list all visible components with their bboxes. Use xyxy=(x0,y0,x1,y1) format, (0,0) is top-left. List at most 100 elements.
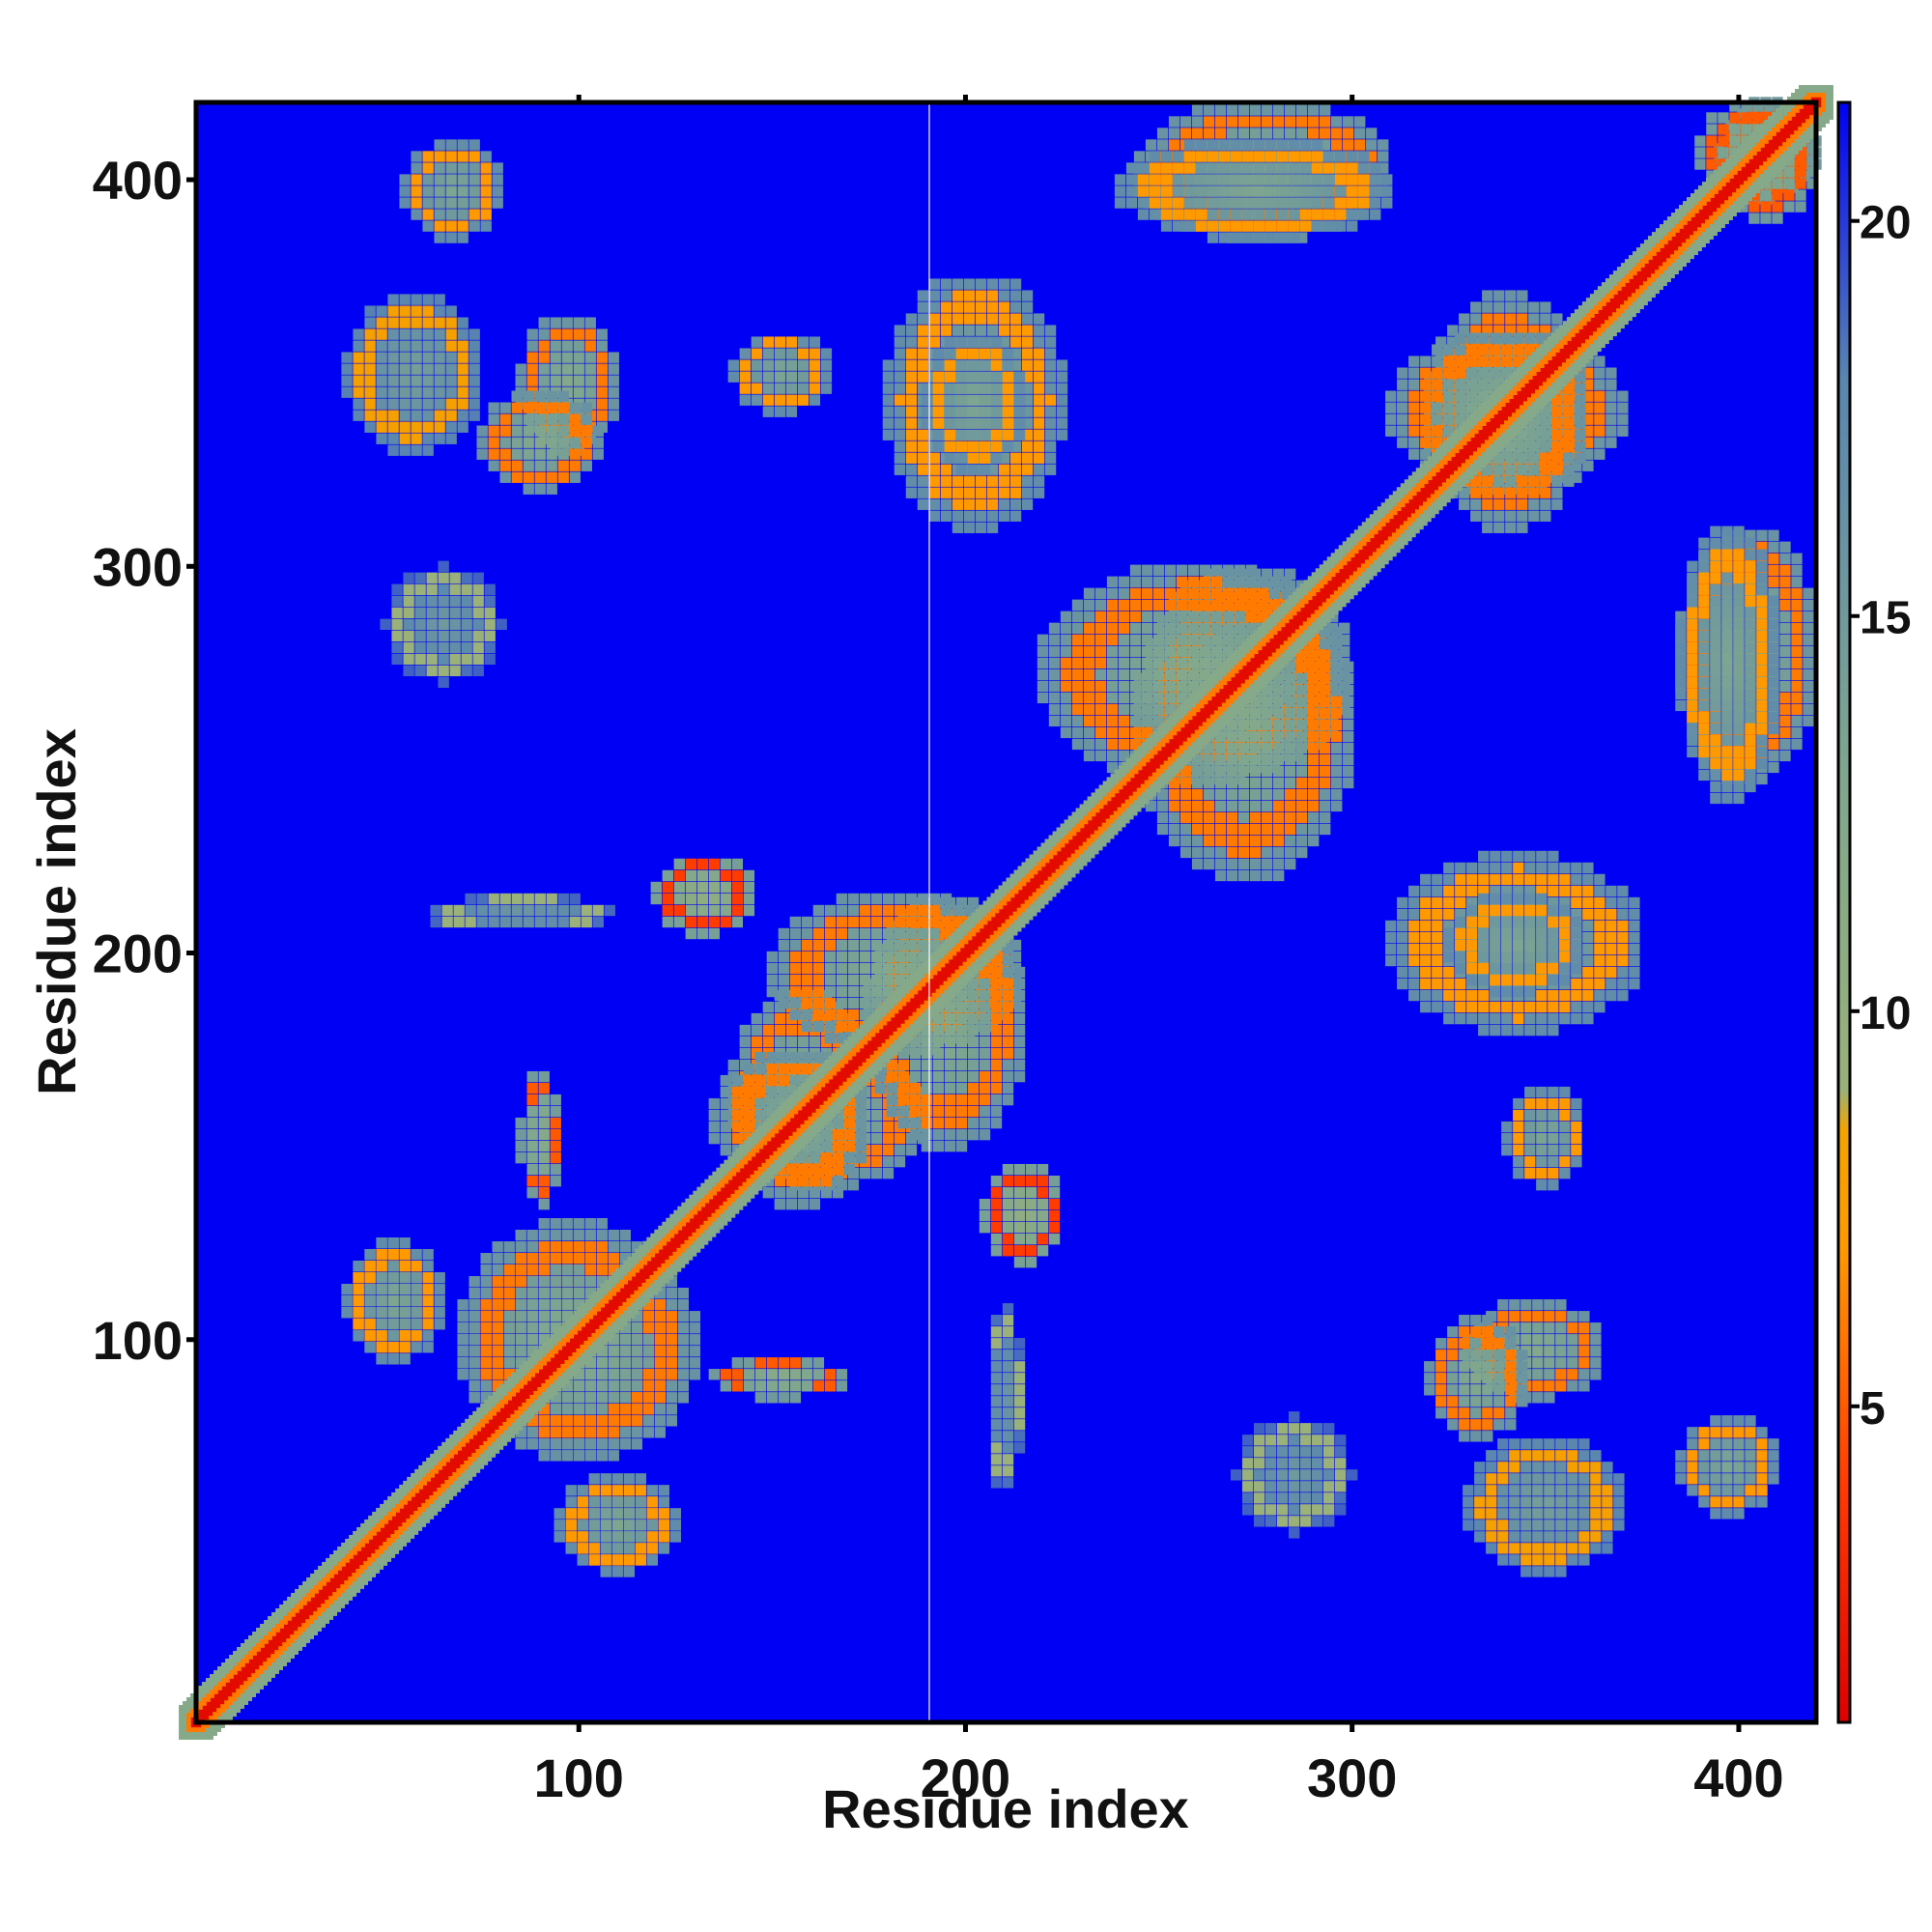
heatmap-cell xyxy=(1536,1001,1548,1013)
heatmap-cell xyxy=(608,1415,619,1427)
heatmap-cell xyxy=(1803,622,1814,635)
heatmap-cell xyxy=(809,1186,821,1199)
heatmap-cell xyxy=(1517,429,1528,440)
heatmap-cell xyxy=(1594,413,1605,425)
heatmap-cell xyxy=(1106,761,1119,774)
heatmap-cell xyxy=(1501,1024,1513,1037)
heatmap-cell xyxy=(596,1369,608,1380)
heatmap-cell xyxy=(1002,1001,1014,1013)
heatmap-cell xyxy=(1307,811,1320,824)
heatmap-cell xyxy=(1335,1458,1347,1469)
heatmap-cell xyxy=(1284,811,1296,824)
heatmap-cell xyxy=(1513,850,1524,863)
heatmap-cell xyxy=(573,1438,584,1450)
heatmap-cell xyxy=(1478,885,1490,897)
heatmap-cell xyxy=(708,1369,721,1380)
heatmap-cell xyxy=(708,858,721,870)
heatmap-cell xyxy=(1176,680,1188,693)
heatmap-cell xyxy=(1505,440,1517,452)
heatmap-cell xyxy=(917,951,929,963)
heatmap-cell xyxy=(1791,576,1803,587)
heatmap-cell xyxy=(492,1288,503,1299)
heatmap-cell xyxy=(1037,680,1049,693)
heatmap-cell xyxy=(785,1024,798,1037)
heatmap-cell xyxy=(480,1357,492,1369)
heatmap-cell xyxy=(1536,1144,1548,1156)
heatmap-cell xyxy=(1490,873,1501,886)
heatmap-cell xyxy=(596,1427,608,1438)
heatmap-cell xyxy=(1272,811,1285,824)
heatmap-cell xyxy=(1408,413,1420,425)
heatmap-cell xyxy=(1176,611,1188,623)
heatmap-cell xyxy=(376,363,387,375)
heatmap-cell xyxy=(1803,715,1814,727)
heatmap-cell xyxy=(1284,788,1296,801)
heatmap-cell xyxy=(1432,425,1443,437)
heatmap-cell xyxy=(654,1404,666,1415)
heatmap-cell xyxy=(940,278,952,290)
heatmap-cell xyxy=(1203,765,1215,778)
heatmap-cell xyxy=(1567,1473,1578,1485)
heatmap-cell xyxy=(654,1322,666,1334)
heatmap-cell xyxy=(955,1001,968,1013)
heatmap-cell xyxy=(1176,599,1188,611)
heatmap-cell xyxy=(1118,703,1130,716)
heatmap-cell xyxy=(1261,753,1273,766)
heatmap-cell xyxy=(1009,290,1022,301)
heatmap-cell xyxy=(1505,452,1517,464)
heatmap-cell xyxy=(1141,564,1153,576)
heatmap-cell xyxy=(666,1299,677,1311)
heatmap-cell xyxy=(1203,116,1215,128)
heatmap-cell xyxy=(526,1299,538,1311)
heatmap-cell xyxy=(1203,777,1215,789)
heatmap-cell xyxy=(1520,1299,1532,1311)
heatmap-cell xyxy=(1578,1543,1590,1554)
heatmap-cell xyxy=(1295,788,1308,801)
heatmap-cell xyxy=(1312,1423,1323,1435)
heatmap-cell xyxy=(387,1295,399,1307)
heatmap-cell xyxy=(1548,1012,1559,1025)
heatmap-cell xyxy=(1532,1531,1544,1543)
heatmap-cell xyxy=(1272,835,1285,847)
heatmap-cell xyxy=(411,352,422,363)
heatmap-cell xyxy=(820,1186,833,1199)
heatmap-cell xyxy=(1002,966,1014,979)
heatmap-cell xyxy=(364,1272,376,1284)
heatmap-cell xyxy=(1141,726,1153,739)
heatmap-cell xyxy=(619,1346,631,1357)
heatmap-cell xyxy=(1002,1419,1014,1431)
heatmap-cell xyxy=(673,869,685,882)
heatmap-cell xyxy=(882,985,895,998)
heatmap-cell xyxy=(608,1438,619,1450)
heatmap-cell xyxy=(1540,301,1551,313)
heatmap-cell xyxy=(859,997,871,1009)
heatmap-cell xyxy=(894,916,906,928)
heatmap-cell xyxy=(905,904,918,917)
heatmap-cell xyxy=(921,1059,933,1071)
heatmap-cell xyxy=(1524,885,1536,897)
heatmap-cell xyxy=(1033,336,1045,348)
heatmap-cell xyxy=(1272,730,1285,743)
heatmap-cell xyxy=(1033,383,1045,394)
heatmap-cell xyxy=(608,1392,619,1404)
heatmap-cell xyxy=(538,1175,550,1187)
heatmap-cell xyxy=(1264,1516,1277,1527)
heatmap-cell xyxy=(1548,1086,1559,1098)
heatmap-cell xyxy=(1524,1121,1536,1133)
heatmap-cell xyxy=(1756,773,1768,785)
heatmap-cell xyxy=(847,916,860,928)
heatmap-cell xyxy=(1555,1322,1567,1334)
heatmap-cell xyxy=(797,383,810,394)
heatmap-cell xyxy=(967,989,980,1002)
heatmap-cell xyxy=(1486,1496,1497,1508)
heatmap-cell xyxy=(1779,726,1791,739)
heatmap-cell xyxy=(677,1357,689,1369)
heatmap-cell xyxy=(897,1094,910,1106)
heatmap-cell xyxy=(480,1392,492,1404)
heatmap-cell xyxy=(1191,116,1204,128)
heatmap-cell xyxy=(1524,1086,1536,1098)
heatmap-cell xyxy=(414,595,426,607)
heatmap-cell xyxy=(1312,1516,1323,1527)
heatmap-cell xyxy=(1187,587,1200,599)
heatmap-cell xyxy=(1199,645,1211,658)
